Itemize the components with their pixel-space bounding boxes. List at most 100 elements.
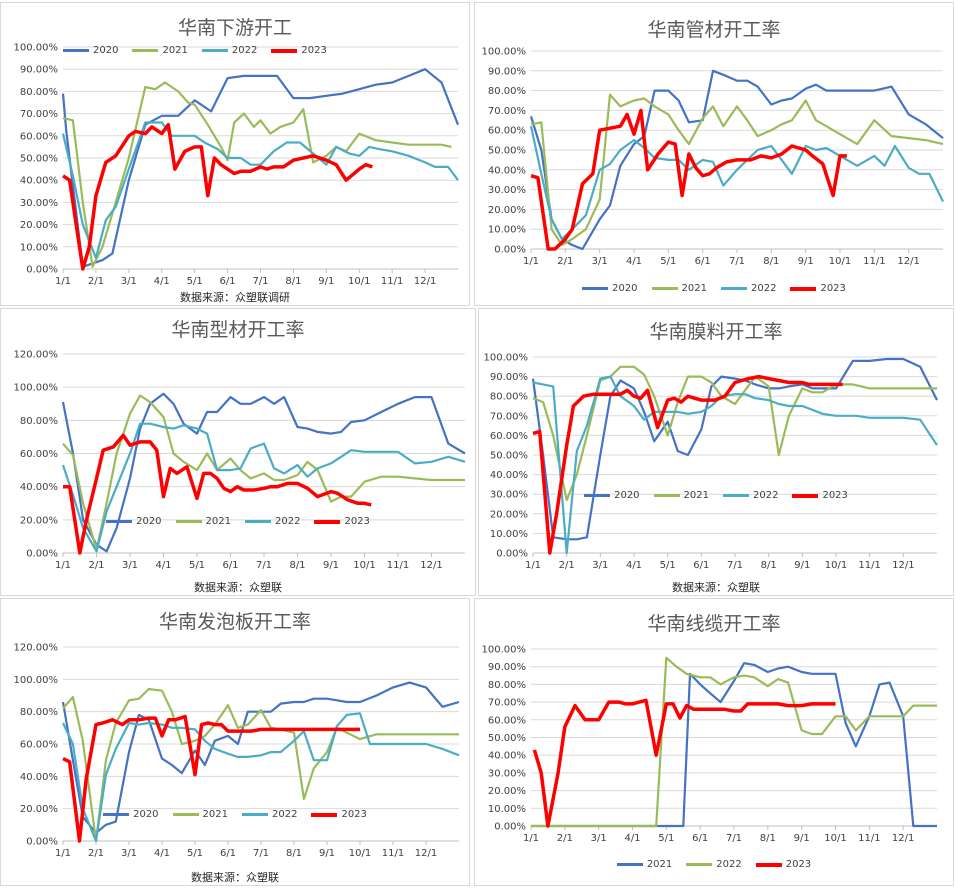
legend-label: 2020 bbox=[612, 283, 638, 294]
series-line-2022 bbox=[531, 656, 937, 828]
legend-item-2021: 2021 bbox=[651, 283, 707, 294]
x-tick-label: 1/1 bbox=[55, 276, 71, 287]
y-tick-label: 20.00% bbox=[488, 786, 526, 797]
legend-item-2022: 2022 bbox=[721, 283, 776, 294]
x-tick-label: 5/1 bbox=[660, 256, 676, 267]
y-tick-label: 50.00% bbox=[488, 733, 526, 744]
legend-item-2023: 2023 bbox=[792, 490, 848, 501]
x-tick-label: 4/1 bbox=[154, 848, 170, 859]
x-tick-label: 2/1 bbox=[557, 833, 573, 844]
chart-svg: 0.00% 20.00% 40.00% 60.00% 80.00% 100.00% 120.… bbox=[14, 350, 466, 571]
legend-label: 2023 bbox=[344, 516, 370, 527]
y-tick-label: 40.00% bbox=[20, 772, 58, 783]
series-line-2020 bbox=[61, 681, 460, 834]
x-tick-label: 8/1 bbox=[761, 560, 777, 571]
chart-title: 华南型材开工率 bbox=[171, 319, 305, 341]
y-tick-label: 100.00% bbox=[482, 47, 527, 58]
legend-item-2023: 2023 bbox=[314, 516, 370, 527]
legend-label: 2022 bbox=[716, 859, 742, 870]
legend-swatch bbox=[721, 287, 747, 290]
x-tick-label: 10/1 bbox=[829, 256, 851, 267]
x-tick-label: 9/1 bbox=[798, 256, 814, 267]
legend-item-2023: 2023 bbox=[790, 283, 846, 294]
x-tick-label: 3/1 bbox=[122, 560, 138, 571]
x-tick-label: 7/1 bbox=[729, 256, 745, 267]
series-line-2022 bbox=[529, 125, 944, 241]
series-line-2021 bbox=[62, 81, 452, 268]
y-tick-label: 60.00% bbox=[490, 431, 528, 442]
x-tick-label: 1/1 bbox=[523, 256, 539, 267]
y-tick-label: 10.00% bbox=[488, 804, 526, 815]
legend-item-2021: 2021 bbox=[172, 809, 228, 820]
x-tick-label: 10/1 bbox=[348, 276, 370, 287]
legend-label: 2022 bbox=[753, 490, 779, 501]
chart-source: 数据来源：众塑联调研 bbox=[180, 291, 290, 304]
x-tick-label: 5/1 bbox=[187, 276, 203, 287]
x-tick-label: 8/1 bbox=[760, 833, 776, 844]
legend-swatch bbox=[314, 519, 341, 524]
y-tick-label: 60.00% bbox=[20, 449, 58, 460]
y-tick-label: 0.00% bbox=[496, 549, 528, 560]
legend-item-2020: 2020 bbox=[584, 490, 640, 501]
x-tick-label: 7/1 bbox=[253, 848, 269, 859]
y-tick-label: 0.00% bbox=[26, 549, 58, 560]
x-tick-label: 2/1 bbox=[88, 276, 104, 287]
x-tick-label: 7/1 bbox=[726, 833, 742, 844]
x-tick-label: 5/1 bbox=[187, 848, 203, 859]
legend-item-2020: 2020 bbox=[63, 45, 118, 56]
series-line-2023 bbox=[62, 122, 373, 271]
x-tick-label: 12/1 bbox=[897, 256, 919, 267]
legend-item-2021: 2021 bbox=[175, 516, 231, 527]
x-tick-label: 8/1 bbox=[289, 560, 305, 571]
chart-title: 华南膜料开工率 bbox=[649, 321, 783, 343]
x-tick-label: 1/1 bbox=[55, 560, 71, 571]
y-tick-label: 20.00% bbox=[20, 804, 58, 815]
legend-swatch bbox=[755, 862, 782, 867]
legend-swatch bbox=[63, 49, 89, 52]
x-tick-label: 2/1 bbox=[559, 560, 575, 571]
series-line-2023 bbox=[63, 433, 372, 555]
y-tick-label: 50.00% bbox=[490, 451, 528, 462]
y-tick-label: 50.00% bbox=[20, 154, 58, 165]
chart-title: 华南管材开工率 bbox=[647, 19, 781, 41]
legend-label: 2023 bbox=[341, 809, 367, 820]
series-line-2022 bbox=[61, 121, 459, 259]
series-line-2020 bbox=[61, 392, 466, 553]
x-tick-label: 5/1 bbox=[660, 560, 676, 571]
x-tick-label: 5/1 bbox=[189, 560, 205, 571]
x-tick-label: 7/1 bbox=[727, 560, 743, 571]
x-tick-label: 3/1 bbox=[591, 833, 607, 844]
legend-label: 2020 bbox=[136, 516, 162, 527]
series-line-2021 bbox=[531, 662, 937, 828]
y-tick-label: 120.00% bbox=[14, 350, 59, 361]
x-tick-label: 12/1 bbox=[415, 848, 437, 859]
legend-label: 2021 bbox=[205, 516, 231, 527]
y-tick-label: 80.00% bbox=[20, 707, 58, 718]
y-tick-label: 0.00% bbox=[494, 822, 526, 833]
legend-swatch bbox=[132, 49, 159, 52]
y-tick-label: 100.00% bbox=[484, 353, 529, 364]
series-line-2020 bbox=[61, 68, 460, 268]
y-tick-label: 90.00% bbox=[490, 372, 528, 383]
chart-svg: 0.00% 10.00% 20.00% 30.00% 40.00% 50.00% 60.00… bbox=[14, 43, 460, 287]
legend-swatch bbox=[584, 494, 611, 497]
legend-item-2021: 2021 bbox=[616, 859, 672, 870]
y-tick-label: 80.00% bbox=[488, 680, 526, 691]
x-tick-label: 6/1 bbox=[695, 256, 711, 267]
y-tick-label: 20.00% bbox=[488, 205, 526, 216]
x-tick-label: 6/1 bbox=[693, 560, 709, 571]
chart-legend: 2020 2021 2022 2023 bbox=[479, 490, 953, 501]
x-tick-label: 1/1 bbox=[525, 560, 541, 571]
legend-label: 2023 bbox=[822, 490, 848, 501]
y-tick-label: 30.00% bbox=[20, 198, 58, 209]
legend-item-2023: 2023 bbox=[755, 859, 811, 870]
y-tick-label: 0.00% bbox=[494, 245, 526, 256]
legend-swatch bbox=[175, 520, 202, 523]
x-tick-label: 6/1 bbox=[222, 560, 238, 571]
chart-title: 华南线缆开工率 bbox=[647, 613, 781, 635]
legend-label: 2020 bbox=[93, 45, 119, 56]
y-tick-label: 40.00% bbox=[20, 482, 58, 493]
chart-legend: 2020 2021 2022 2023 bbox=[63, 45, 327, 56]
y-tick-label: 30.00% bbox=[490, 490, 528, 501]
x-tick-label: 1/1 bbox=[55, 848, 71, 859]
